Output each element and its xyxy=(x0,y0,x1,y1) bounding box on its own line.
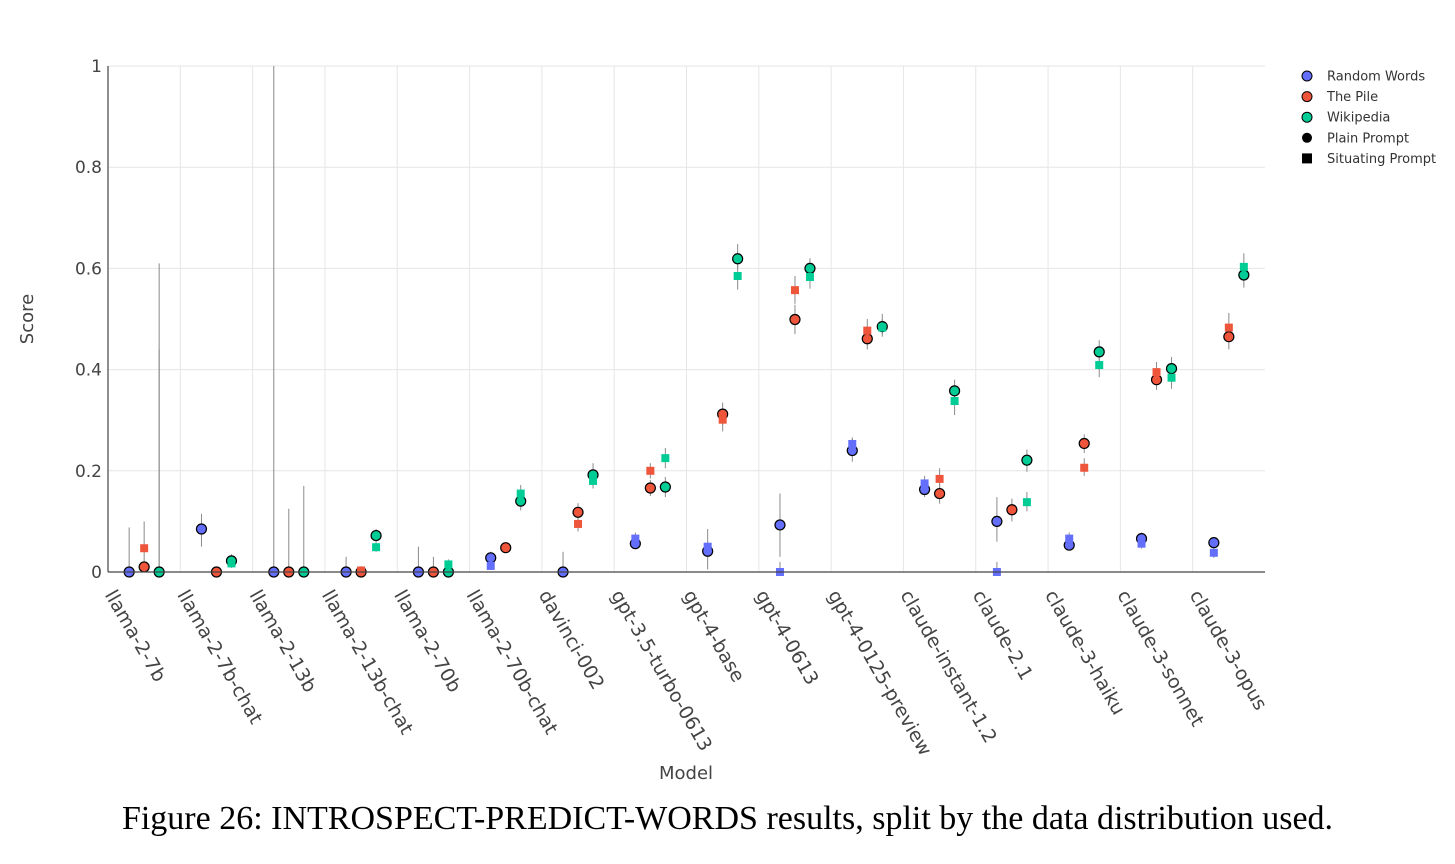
data-point-square xyxy=(1095,361,1104,370)
data-point-circle xyxy=(861,333,873,345)
data-point-circle xyxy=(485,552,497,564)
data-point-circle xyxy=(1078,437,1090,450)
legend-swatch xyxy=(1301,91,1313,103)
data-point-square xyxy=(646,466,655,475)
data-point-square xyxy=(372,543,381,552)
data-point-circle xyxy=(948,385,961,397)
data-markers xyxy=(123,253,1250,578)
y-tick-label: 0 xyxy=(91,563,102,583)
data-point-circle xyxy=(572,506,584,518)
data-point-circle xyxy=(515,495,527,507)
data-point-circle xyxy=(789,313,801,326)
legend: Random Words The Pile Wikipedia Plain Promp… xyxy=(1301,70,1436,167)
data-point-square xyxy=(878,323,887,332)
data-point-circle xyxy=(933,487,946,500)
data-point-circle xyxy=(195,523,208,535)
legend-label: Situating Prompt xyxy=(1327,152,1436,167)
data-point-square xyxy=(863,326,872,335)
x-tick-label: llama-2-13b xyxy=(245,586,321,696)
data-point-square xyxy=(920,479,929,488)
legend-label: Plain Prompt xyxy=(1327,131,1409,146)
data-point-circle xyxy=(804,262,816,274)
data-point-square xyxy=(703,542,712,551)
data-point-circle xyxy=(1150,374,1163,386)
y-tick-label: 1 xyxy=(91,57,102,77)
data-point-square xyxy=(935,474,944,483)
data-point-square xyxy=(661,454,670,463)
data-point-circle xyxy=(991,515,1003,528)
legend-swatch xyxy=(1301,70,1313,82)
data-point-circle xyxy=(1238,269,1250,281)
figure-caption: Figure 26: INTROSPECT-PREDICT-WORDS resu… xyxy=(0,800,1455,838)
data-point-square xyxy=(1065,534,1074,543)
data-point-square xyxy=(1167,373,1176,382)
x-axis-title: Model xyxy=(659,763,713,784)
legend-swatch xyxy=(1302,132,1312,143)
data-point-square xyxy=(848,439,857,448)
legend-label: The Pile xyxy=(1326,90,1378,105)
data-point-square xyxy=(1224,323,1233,332)
caption-prefix: Figure 26: xyxy=(121,800,272,837)
data-point-circle xyxy=(1006,504,1018,516)
data-point-square xyxy=(631,534,640,543)
data-point-circle xyxy=(1223,331,1235,343)
legend-label: Random Words xyxy=(1327,70,1425,85)
data-point-circle xyxy=(138,561,150,573)
x-tick-label: claude-3-haiku xyxy=(1040,586,1129,719)
y-tick-label: 0.2 xyxy=(75,462,102,482)
data-point-circle xyxy=(774,519,786,531)
data-point-circle xyxy=(659,481,671,493)
data-point-circle xyxy=(732,253,744,265)
data-point-circle xyxy=(1021,454,1033,466)
data-point-square xyxy=(516,489,525,498)
data-point-square xyxy=(1239,262,1248,271)
data-point-circle xyxy=(644,482,656,494)
y-tick-label: 0.8 xyxy=(75,158,102,178)
x-tick-label: claude-2.1 xyxy=(968,586,1037,684)
data-point-square xyxy=(357,566,366,575)
data-point-square xyxy=(718,415,727,424)
x-tick-label: gpt-4-base xyxy=(679,586,749,686)
data-point-square xyxy=(950,396,959,405)
legend-swatch xyxy=(1301,111,1313,123)
y-axis-title: Score xyxy=(17,294,38,344)
data-point-square xyxy=(1080,463,1089,472)
caption-task-name: INTROSPECT-PREDICT-WORDS xyxy=(271,800,758,837)
data-point-square xyxy=(733,271,742,280)
data-point-square xyxy=(1152,368,1161,377)
x-tick-label: claude-3-opus xyxy=(1185,586,1272,714)
x-tick-label: davinci-002 xyxy=(534,586,609,693)
data-point-square xyxy=(444,560,453,569)
legend-label: Wikipedia xyxy=(1327,111,1390,126)
y-tick-label: 0.6 xyxy=(75,259,102,279)
data-point-square xyxy=(805,273,814,282)
data-point-circle xyxy=(370,529,382,542)
grid-lines xyxy=(108,65,1265,572)
data-point-square xyxy=(1209,548,1218,557)
data-point-square xyxy=(790,286,799,295)
data-point-square xyxy=(227,559,236,568)
y-tick-label: 0.4 xyxy=(75,361,102,381)
data-point-square xyxy=(140,544,149,553)
data-point-square xyxy=(1137,539,1146,548)
x-tick-label: gpt-4-0613 xyxy=(751,586,823,689)
x-tick-label: llama-2-7b xyxy=(100,586,170,686)
caption-suffix: results, split by the data distribution … xyxy=(757,800,1334,837)
legend-swatch xyxy=(1302,153,1312,164)
data-point-square xyxy=(1022,498,1031,507)
data-point-square xyxy=(574,519,583,528)
data-point-circle xyxy=(1165,362,1178,375)
x-tick-label: llama-2-70b xyxy=(389,586,465,696)
data-point-square xyxy=(589,476,598,485)
data-point-circle xyxy=(1208,537,1220,549)
data-point-circle xyxy=(1093,346,1105,358)
data-point-circle xyxy=(500,542,512,554)
data-point-square xyxy=(486,561,495,570)
